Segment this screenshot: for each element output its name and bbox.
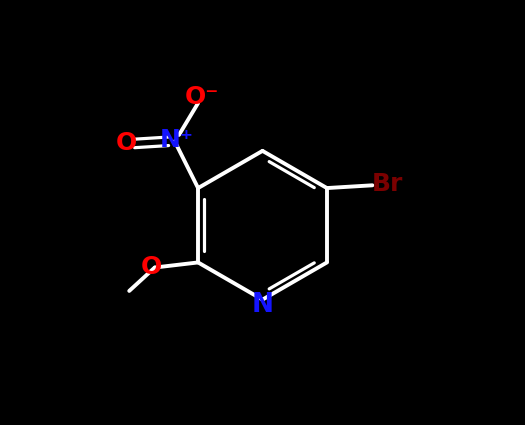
Text: O: O [116,130,138,155]
Text: O⁻: O⁻ [185,85,219,109]
Text: Br: Br [372,172,403,196]
Text: N⁺: N⁺ [160,128,194,152]
Text: O: O [141,255,162,279]
Text: N: N [251,292,274,318]
